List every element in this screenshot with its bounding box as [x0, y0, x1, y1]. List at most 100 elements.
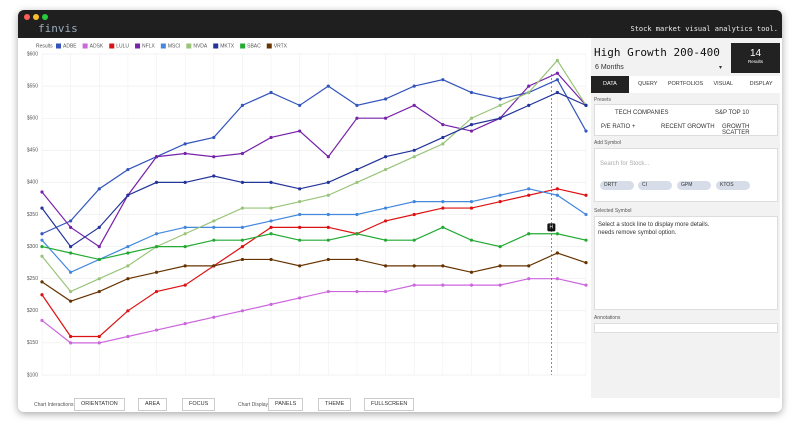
zoom-dot[interactable]: [42, 14, 48, 20]
data-point: [269, 232, 273, 236]
data-point: [183, 225, 187, 229]
preset[interactable]: RECENT GROWTH: [661, 124, 715, 130]
legend-label: NFLX: [142, 43, 155, 49]
data-point: [498, 245, 502, 249]
add-box: Search for Stock...: [594, 148, 778, 202]
toolbar-button[interactable]: FOCUS: [182, 398, 216, 411]
data-point: [126, 167, 130, 172]
data-point: [469, 206, 474, 210]
data-point: [97, 257, 101, 262]
data-point: [412, 264, 416, 268]
y-tick-label: $550: [27, 83, 38, 89]
data-point: [240, 206, 245, 210]
y-tick-label: $100: [27, 372, 38, 378]
toolbar-button[interactable]: THEME: [318, 398, 352, 411]
data-point: [383, 264, 388, 268]
legend-swatch: [266, 43, 272, 49]
data-point: [40, 254, 44, 258]
tab[interactable]: PORTFOLIOS: [667, 81, 704, 87]
data-point: [269, 206, 273, 210]
data-point: [40, 318, 44, 323]
data-point: [355, 180, 359, 184]
tagline: Stock market visual analytics tool.: [630, 25, 778, 33]
data-point: [498, 283, 502, 287]
data-point: [183, 151, 187, 156]
data-point: [383, 206, 388, 210]
close-dot[interactable]: [24, 14, 30, 20]
data-point: [498, 264, 502, 268]
data-point: [326, 212, 330, 217]
legend-swatch: [82, 43, 88, 49]
symbol-chip[interactable]: KTOS: [716, 181, 750, 190]
data-point: [355, 212, 359, 217]
data-point: [412, 238, 416, 242]
preset[interactable]: TECH COMPANIES: [615, 110, 669, 116]
symbol-chip[interactable]: GPM: [677, 181, 711, 190]
cursor-label: H: [550, 225, 554, 231]
tab[interactable]: QUERY: [637, 81, 658, 87]
legend-swatch: [240, 43, 246, 49]
data-point: [412, 155, 416, 159]
portfolio-name: High Growth 200-400: [594, 46, 720, 59]
data-point: [183, 232, 187, 236]
data-point: [469, 270, 474, 274]
data-point: [555, 232, 559, 236]
data-point: [355, 116, 359, 120]
data-point: [326, 180, 330, 184]
data-point: [355, 232, 359, 236]
minimize-dot[interactable]: [33, 14, 39, 20]
data-point: [584, 261, 588, 265]
data-point: [383, 167, 388, 172]
tab[interactable]: DATA: [591, 76, 629, 93]
symbol-chip[interactable]: CI: [638, 181, 672, 190]
data-point: [412, 103, 416, 107]
tab[interactable]: VISUAL: [713, 81, 734, 87]
dropdown-caret: ▾: [719, 65, 723, 71]
data-point: [298, 187, 302, 191]
data-point: [97, 341, 101, 345]
selected-box: Select a stock line to display more deta…: [594, 216, 778, 310]
data-point: [412, 283, 416, 287]
data-point: [154, 232, 159, 236]
series-line: [41, 91, 587, 248]
data-point: [498, 116, 502, 120]
toolbar-button[interactable]: AREA: [138, 398, 167, 411]
data-point: [298, 296, 302, 300]
data-point: [441, 135, 445, 140]
period-select[interactable]: 6 Months: [595, 64, 624, 71]
legend-label: MKTX: [220, 43, 235, 49]
data-point: [498, 97, 502, 101]
data-point: [469, 200, 474, 204]
data-point: [298, 212, 302, 217]
preset[interactable]: S&P TOP 10: [715, 110, 749, 116]
preset[interactable]: GROWTH SCATTER: [722, 124, 750, 136]
symbol-chip[interactable]: DRTT: [600, 181, 634, 190]
tab[interactable]: DISPLAY: [749, 81, 773, 87]
data-point: [527, 264, 531, 268]
y-tick-label: $200: [27, 308, 38, 314]
data-point: [527, 232, 531, 236]
preset[interactable]: P/E RATIO +: [601, 124, 636, 130]
y-tick-label: $600: [27, 51, 38, 57]
legend-label: NVDA: [193, 43, 208, 49]
series-line: [41, 188, 587, 274]
legend-label: ADBE: [63, 43, 77, 49]
search-input[interactable]: Search for Stock...: [600, 161, 650, 167]
toolbar-button[interactable]: PANELS: [268, 398, 304, 411]
data-point: [298, 238, 302, 242]
section-label: Add Symbol: [594, 140, 621, 146]
data-point: [469, 238, 474, 242]
data-point: [527, 193, 531, 197]
toolbar-button[interactable]: FULLSCREEN: [364, 398, 415, 411]
section-label: Selected Symbol: [594, 208, 632, 214]
toolbar-button[interactable]: ORIENTATION: [74, 398, 125, 411]
data-point: [412, 84, 416, 88]
data-point: [240, 151, 245, 156]
result-count: 14 Results: [731, 43, 780, 73]
data-point: [126, 251, 130, 255]
data-point: [69, 245, 73, 249]
data-point: [40, 293, 44, 297]
series-line: [41, 226, 587, 261]
data-point: [183, 264, 187, 268]
data-point: [40, 190, 44, 194]
